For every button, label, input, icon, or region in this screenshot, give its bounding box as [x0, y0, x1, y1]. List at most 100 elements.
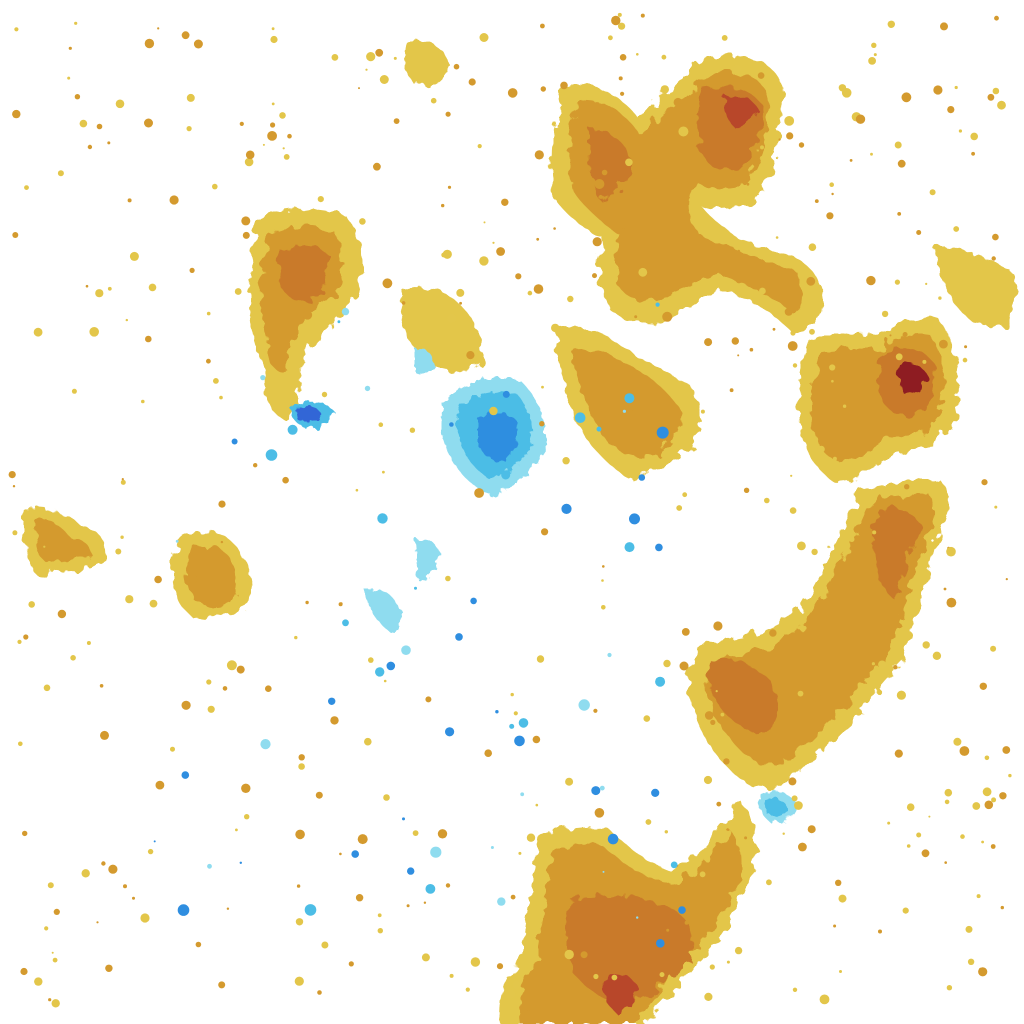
warm-spot [609, 194, 616, 201]
warm-spot [964, 345, 968, 349]
warm-spot [897, 159, 906, 168]
warm-spot [366, 52, 376, 62]
warm-blob-bottom [499, 800, 756, 1024]
warm-spot [944, 799, 950, 805]
warm-spot [769, 629, 777, 637]
warm-spot [925, 282, 928, 285]
warm-spot [929, 189, 936, 196]
warm-spot [393, 118, 400, 124]
warm-spot [611, 974, 618, 981]
warm-spot [812, 693, 821, 702]
warm-spot [540, 86, 546, 92]
warm-spot [943, 587, 947, 591]
warm-spot [618, 22, 626, 30]
warm-spot [449, 973, 454, 978]
warm-spot [746, 182, 750, 186]
warm-spot [141, 399, 145, 404]
cool-spot [341, 307, 350, 316]
warm-spot [759, 287, 766, 295]
cool-spot [655, 302, 660, 307]
warm-spot [24, 185, 29, 191]
warm-spot [270, 35, 278, 44]
warm-spot [12, 530, 18, 536]
warm-spot [496, 247, 505, 256]
warm-spot [627, 406, 633, 412]
warm-spot [611, 15, 621, 26]
warm-spot [829, 364, 836, 371]
warm-spot [148, 283, 157, 292]
warm-spot [127, 198, 132, 203]
warm-spot [849, 159, 853, 162]
warm-spot [940, 22, 948, 31]
cool-spot [425, 884, 436, 894]
warm-spot [149, 599, 158, 608]
warm-spot [540, 23, 545, 29]
warm-spot [239, 121, 244, 126]
warm-spot [97, 549, 105, 556]
warm-spot [377, 928, 383, 934]
warm-spot [878, 660, 887, 669]
warm-spot [267, 131, 277, 141]
warm-spot [594, 179, 605, 189]
warm-spot [379, 75, 389, 84]
cool-spot [520, 792, 525, 797]
cool-spot [407, 867, 415, 875]
warm-spot [684, 920, 689, 925]
warm-spot [321, 941, 329, 949]
cool-spot [578, 699, 590, 711]
warm-spot [23, 634, 29, 640]
warm-spot [772, 327, 776, 331]
warm-spot [552, 978, 559, 985]
warm-spot [67, 76, 71, 80]
warm-spot [980, 268, 983, 271]
cool-blob-left [291, 401, 335, 429]
warm-spot [562, 457, 570, 465]
warm-spot [965, 925, 973, 933]
warm-spot [619, 54, 627, 61]
warm-spot [218, 500, 226, 508]
warm-spot [489, 406, 498, 416]
warm-spot [764, 497, 770, 504]
warm-spot [790, 330, 796, 336]
warm-spot [809, 328, 815, 335]
warm-spot [560, 81, 568, 90]
warm-spot [870, 152, 873, 156]
warm-spot [798, 142, 805, 148]
warm-spot [946, 546, 956, 557]
warm-spot [953, 226, 960, 232]
cool-spot [651, 788, 660, 798]
warm-spot [972, 802, 981, 810]
warm-spot [782, 832, 785, 835]
warm-spot [535, 803, 539, 807]
warm-spot [355, 488, 359, 492]
warm-spot [849, 536, 855, 542]
warm-spot [70, 655, 76, 661]
cool-spot [561, 503, 572, 514]
warm-spot [659, 972, 665, 978]
warm-spot [355, 894, 364, 902]
warm-spot [539, 421, 545, 427]
warm-spot [647, 379, 651, 383]
warm-spot [563, 94, 567, 99]
warm-spot [565, 777, 574, 786]
warm-spot [100, 730, 109, 740]
cool-spot [455, 633, 463, 641]
warm-spot [71, 388, 77, 394]
warm-spot [245, 150, 255, 160]
warm-spot [295, 918, 304, 926]
warm-spot [115, 99, 125, 109]
warm-spot [842, 404, 847, 408]
warm-spot [835, 879, 842, 886]
warm-spot [778, 138, 781, 141]
warm-spot [916, 832, 922, 838]
warm-spot [982, 787, 992, 797]
warm-spot [195, 941, 202, 948]
warm-spot [699, 871, 706, 878]
warm-spot [244, 814, 250, 820]
warm-spot [826, 212, 834, 220]
warm-spot [979, 967, 982, 971]
cool-spot [207, 863, 212, 869]
warm-spot [792, 987, 798, 992]
warm-spot [305, 600, 309, 605]
warm-spot [95, 289, 104, 298]
